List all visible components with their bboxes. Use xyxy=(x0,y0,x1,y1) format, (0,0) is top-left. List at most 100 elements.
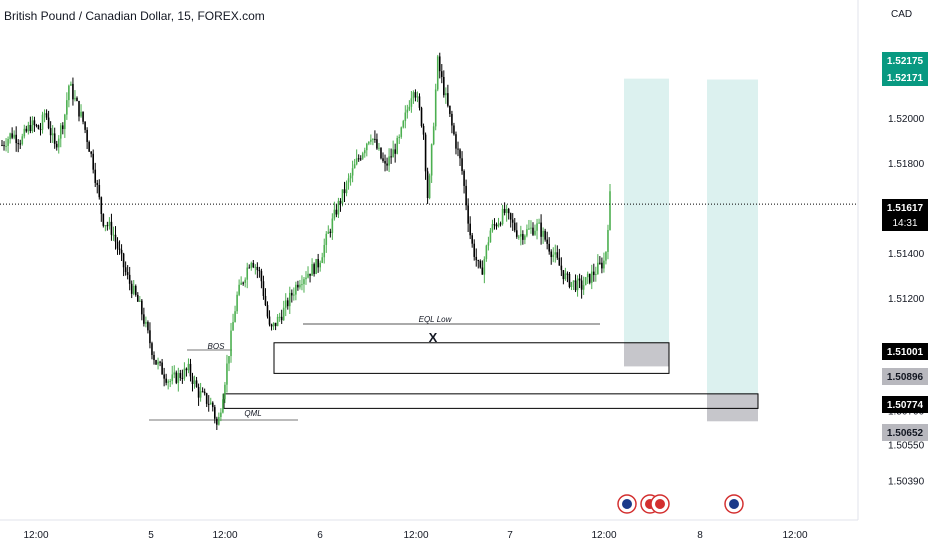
candle-body xyxy=(165,378,167,383)
candle-body xyxy=(195,380,198,387)
candle-body xyxy=(86,129,88,142)
candle-body xyxy=(370,139,372,142)
candle-body xyxy=(544,230,546,240)
currency-label: CAD xyxy=(891,9,913,20)
candle-body xyxy=(530,227,532,229)
candle-body xyxy=(183,368,186,379)
candle-body xyxy=(110,221,113,235)
candle-body xyxy=(359,158,362,160)
candle-body xyxy=(171,374,174,381)
candle-body xyxy=(23,128,26,137)
x-tick-label: 7 xyxy=(507,530,513,541)
candle-body xyxy=(353,164,356,169)
candle-body xyxy=(554,252,557,255)
candle-body xyxy=(134,285,137,295)
candle-body xyxy=(11,133,13,138)
candle-body xyxy=(35,125,38,127)
candle-body xyxy=(209,402,212,405)
candle-body xyxy=(471,235,473,244)
candle-body xyxy=(351,168,354,176)
candle-body xyxy=(546,239,548,244)
candle-body xyxy=(558,257,561,266)
candle-body xyxy=(250,262,253,268)
target-zone[interactable] xyxy=(707,79,758,394)
candle-body xyxy=(603,260,605,269)
candle-body xyxy=(199,391,202,398)
candle-body xyxy=(74,97,76,100)
candle-body xyxy=(96,182,99,185)
candle-body xyxy=(254,266,257,268)
price-tag: 1.50896 xyxy=(887,372,924,383)
candle-body xyxy=(230,330,232,357)
candle-body xyxy=(372,138,374,140)
candle-body xyxy=(205,393,208,404)
candle-body xyxy=(309,273,311,276)
stop-zone[interactable] xyxy=(624,342,669,367)
y-tick-label: 1.51400 xyxy=(888,249,925,260)
candle-body xyxy=(291,292,293,296)
candle-body xyxy=(124,267,127,273)
candle-body xyxy=(280,316,283,321)
x-tick-label: 12:00 xyxy=(23,530,48,541)
candle-body xyxy=(274,322,277,327)
order-block-lower[interactable] xyxy=(223,393,759,409)
candle-body xyxy=(463,171,465,186)
candle-body xyxy=(586,273,589,278)
annotation-label: BOS xyxy=(208,342,226,351)
candle-body xyxy=(211,402,214,408)
candle-body xyxy=(45,113,48,118)
candle-body xyxy=(49,128,52,136)
order-block-upper[interactable] xyxy=(273,342,670,374)
stop-zone[interactable] xyxy=(707,393,758,422)
candle-body xyxy=(501,208,504,225)
candle-body xyxy=(270,324,273,327)
target-zone[interactable] xyxy=(624,78,669,343)
candle-body xyxy=(570,282,573,287)
candle-body xyxy=(33,120,36,126)
candle-body xyxy=(122,253,125,268)
candle-body xyxy=(193,380,196,385)
candle-body xyxy=(266,305,269,317)
candle-body xyxy=(276,316,279,327)
candle-body xyxy=(438,56,441,72)
candle-body xyxy=(293,294,295,296)
candle-body xyxy=(234,311,236,323)
candle-body xyxy=(173,372,176,375)
candle-body xyxy=(414,92,417,98)
candle-body xyxy=(556,252,559,258)
candle-body xyxy=(566,273,569,275)
candle-body xyxy=(297,284,299,288)
y-tick-label: 1.52000 xyxy=(888,114,925,125)
candle-body xyxy=(264,295,267,306)
candle-body xyxy=(497,223,500,227)
uk-flag-icon-inner xyxy=(729,499,739,509)
candle-body xyxy=(509,213,512,220)
candle-body xyxy=(374,138,376,140)
candle-body xyxy=(72,83,74,100)
candle-body xyxy=(430,144,433,176)
candle-body xyxy=(406,109,409,113)
x-tick-label: 5 xyxy=(148,530,154,541)
candle-body xyxy=(27,124,30,132)
x-tick-label: 8 xyxy=(697,530,703,541)
candle-body xyxy=(550,251,553,258)
candle-body xyxy=(88,141,90,152)
candle-body xyxy=(455,134,457,149)
candle-body xyxy=(376,139,378,149)
candle-body xyxy=(256,266,259,271)
annotation-label: QML xyxy=(244,409,261,418)
price-tag: 1.51001 xyxy=(887,347,924,358)
candle-body xyxy=(526,229,528,236)
candle-body xyxy=(398,136,401,139)
candle-body xyxy=(153,354,155,361)
candle-body xyxy=(511,219,514,223)
candle-body xyxy=(536,223,538,231)
candle-body xyxy=(576,278,579,291)
candle-body xyxy=(51,133,54,136)
canada-flag-icon-inner xyxy=(655,499,665,509)
x-marker[interactable]: X xyxy=(429,330,438,345)
candle-body xyxy=(1,145,3,146)
price-tag: 1.52175 xyxy=(887,56,924,67)
